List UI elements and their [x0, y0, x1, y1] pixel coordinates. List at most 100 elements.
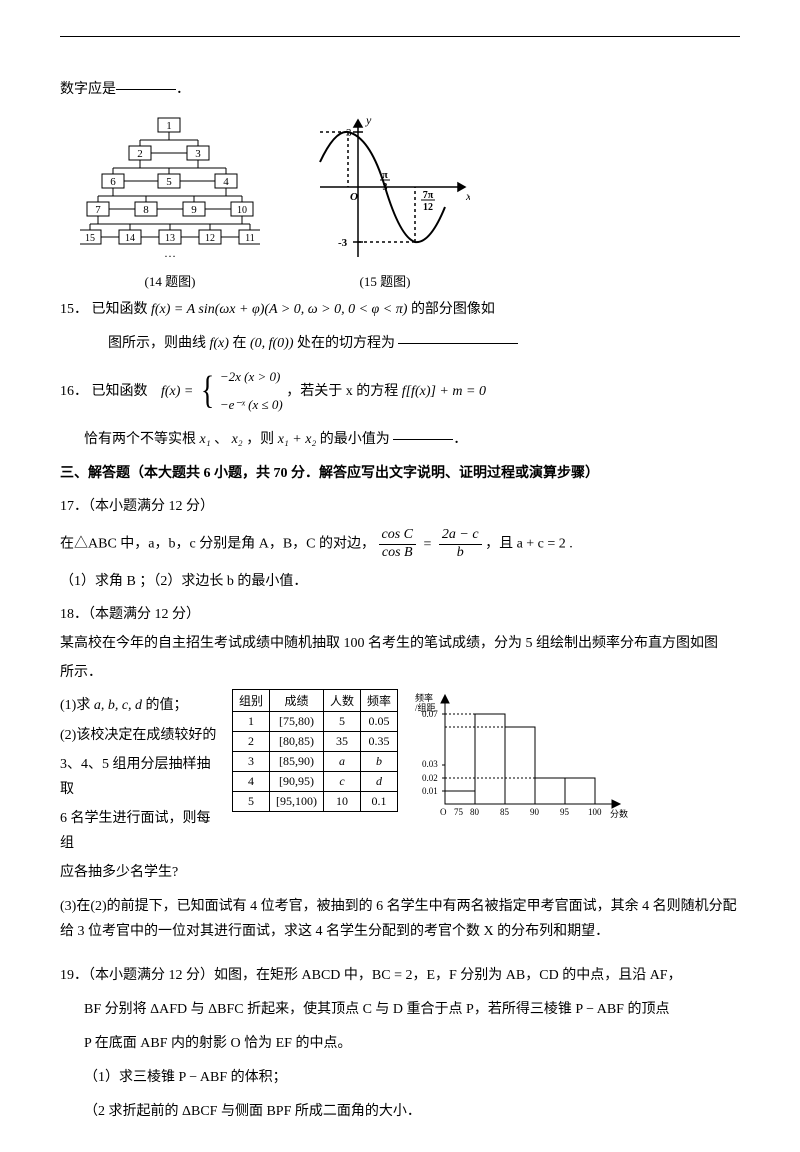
svg-text:频率: 频率: [415, 692, 433, 703]
q18-intro1: 某高校在今年的自主招生考试成绩中随机抽取 100 名考生的笔试成绩，分为 5 组…: [60, 631, 740, 656]
q15-number: 15．: [60, 302, 88, 317]
q16-row2: −e⁻ˣ (x ≤ 0): [220, 397, 283, 412]
q15-fx: f(x): [210, 336, 229, 351]
q17-frac1-den: cos B: [379, 545, 417, 562]
svg-text:x: x: [465, 189, 470, 203]
q17-text1: 在△ABC 中，a，b，c 分别是角 A，B，C 的对边，: [60, 537, 375, 552]
q16-mid: ，若关于 x 的方程: [286, 384, 402, 399]
q17-body: 在△ABC 中，a，b，c 分别是角 A，B，C 的对边， cos C cos …: [60, 527, 740, 562]
q16-x1: x₁: [200, 432, 211, 447]
blank-14: [116, 76, 176, 90]
blank-16: [393, 426, 453, 440]
svg-text:13: 13: [165, 233, 175, 244]
blank-15: [398, 330, 518, 344]
svg-text:12: 12: [423, 202, 433, 213]
cell: 0.1: [361, 792, 398, 812]
frequency-table: 组别 成绩 人数 频率 1[75,80)50.05 2[80,85)350.35…: [232, 689, 398, 812]
svg-text:11: 11: [245, 233, 255, 244]
histogram: 频率 /组距 分数 0.07 0.03 0.02 0.01: [410, 689, 630, 819]
svg-text:O: O: [440, 807, 447, 817]
svg-text:3: 3: [383, 182, 388, 193]
q15-formula: f(x) = A sin(ωx + φ)(A > 0, ω > 0, 0 < φ…: [151, 302, 407, 317]
q15-text1: 已知函数: [92, 302, 152, 317]
cell: 1: [233, 712, 270, 732]
q16-x2: x₂: [232, 432, 243, 447]
cell: 4: [233, 772, 270, 792]
cell: 5: [233, 792, 270, 812]
svg-text:10: 10: [237, 205, 247, 216]
cell: 0.05: [361, 712, 398, 732]
svg-text:-3: -3: [338, 237, 348, 249]
q19-line2: BF 分别将 ΔAFD 与 ΔBFC 折起来，使其顶点 C 与 D 重合于点 P…: [60, 996, 740, 1024]
q19-header: 19．（本小题满分 12 分）如图，在矩形 ABCD 中，BC = 2，E，F …: [60, 962, 740, 990]
q18-p3: (3)在(2)的前提下，已知面试有 4 位考官，被抽到的 6 名学生中有两名被指…: [60, 894, 740, 944]
svg-text:75: 75: [454, 807, 464, 817]
q16-number: 16．: [60, 384, 88, 399]
svg-text:5: 5: [166, 176, 172, 188]
lead-text: 数字应是: [60, 82, 116, 97]
figure-14-label: (14 题图): [80, 271, 260, 290]
svg-text:7: 7: [95, 204, 101, 216]
figure-14-tree: 1 2 3 6 5 4: [80, 112, 260, 262]
th-group: 组别: [233, 690, 270, 712]
svg-text:100: 100: [588, 807, 602, 817]
svg-text:O: O: [350, 191, 358, 203]
svg-text:85: 85: [500, 807, 510, 817]
cell: [95,100): [270, 792, 324, 812]
q19-line3: P 在底面 ABF 内的射影 O 恰为 EF 的中点。: [60, 1030, 740, 1058]
cell: d: [361, 772, 398, 792]
svg-text:6: 6: [110, 176, 116, 188]
th-count: 人数: [324, 690, 361, 712]
q15-line2: 图所示，则曲线 f(x) 在 (0, f(0)) 处在的切方程为: [60, 330, 740, 358]
cell: [80,85): [270, 732, 324, 752]
svg-text:分数: 分数: [610, 808, 628, 819]
q18-header: 18．（本题满分 12 分）: [60, 602, 740, 627]
q17-text2: ，且 a + c = 2 .: [485, 537, 573, 552]
q15-l2-p1: 在: [232, 336, 250, 351]
svg-text:4: 4: [223, 176, 229, 188]
cell: c: [324, 772, 361, 792]
cell: 10: [324, 792, 361, 812]
svg-text:12: 12: [205, 233, 215, 244]
svg-text:8: 8: [143, 204, 149, 216]
svg-text:0.01: 0.01: [422, 786, 438, 796]
brace-icon: {: [201, 376, 214, 407]
cell: [75,80): [270, 712, 324, 732]
q16-sep: 、: [214, 432, 228, 447]
q16-l2-pre: 恰有两个不等实根: [84, 432, 200, 447]
q19-sub2: （2 求折起前的 ΔBCF 与侧面 BPF 所成二面角的大小．: [60, 1098, 740, 1126]
q18-p2b: 3、4、5 组用分层抽样抽取: [60, 752, 220, 802]
q16-l2-mid: ，则: [246, 432, 278, 447]
svg-text:9: 9: [191, 204, 197, 216]
section-3-header: 三、解答题（本大题共 6 小题，共 70 分．解答应写出文字说明、证明过程或演算…: [60, 460, 740, 488]
q16-eq: f[f(x)] + m = 0: [402, 384, 486, 399]
q18-p1: (1)求 a, b, c, d 的值；: [60, 693, 220, 718]
svg-text:3: 3: [195, 148, 201, 160]
svg-text:7π: 7π: [423, 190, 434, 201]
lead-line: 数字应是 ．: [60, 76, 740, 104]
page-top-rule: [60, 36, 740, 37]
q16-sum: x₁ + x₂: [278, 432, 317, 447]
svg-text:15: 15: [85, 233, 95, 244]
svg-text:2: 2: [137, 148, 143, 160]
cell: 3: [233, 752, 270, 772]
q17-frac1-num: cos C: [379, 527, 417, 545]
cell: 2: [233, 732, 270, 752]
svg-text:…: …: [164, 246, 176, 260]
cell: [90,95): [270, 772, 324, 792]
svg-text:y: y: [365, 113, 372, 127]
q16-lhs: f(x) =: [161, 384, 197, 399]
q17-header: 17．（本小题满分 12 分）: [60, 494, 740, 519]
th-freq: 频率: [361, 690, 398, 712]
q17-sub1: （1）求角 B ；（2）求边长 b 的最小值．: [60, 568, 740, 596]
svg-text:0.07: 0.07: [422, 709, 438, 719]
figure-15-sine: x y O 3 -3 π: [300, 112, 470, 262]
cell: 5: [324, 712, 361, 732]
cell: 35: [324, 732, 361, 752]
q18-p2c: 6 名学生进行面试，则每组: [60, 806, 220, 856]
q16: 16． 已知函数 f(x) = { −2x (x > 0) −e⁻ˣ (x ≤ …: [60, 364, 740, 420]
cell: [85,90): [270, 752, 324, 772]
figure-15-label: (15 题图): [300, 271, 470, 290]
q19-sub1: （1）求三棱锥 P − ABF 的体积；: [60, 1064, 740, 1092]
q15: 15． 已知函数 f(x) = A sin(ωx + φ)(A > 0, ω >…: [60, 296, 740, 324]
